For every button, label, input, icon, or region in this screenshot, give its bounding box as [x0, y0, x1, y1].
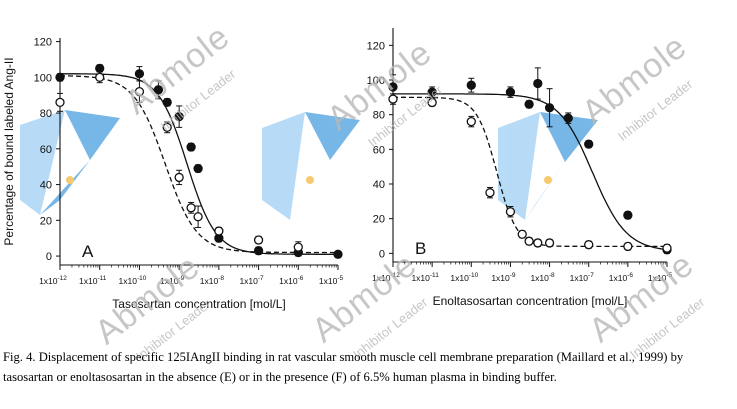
y-tick-label: 100	[367, 75, 385, 87]
data-point-open	[427, 97, 437, 108]
data-point-filled	[186, 142, 196, 152]
y-tick-label: 80	[40, 108, 52, 120]
data-point-open	[544, 238, 555, 248]
data-point-filled	[466, 80, 476, 90]
x-tick-label: 1x10-9	[491, 272, 516, 283]
x-tick-label: 1x10-10	[119, 275, 147, 286]
y-tick-label: 60	[40, 144, 52, 156]
watermark-logo-icon	[262, 112, 360, 220]
data-point-filled	[505, 87, 516, 97]
data-point-open	[174, 172, 184, 183]
panel-label: B	[415, 239, 426, 258]
data-point-filled	[253, 246, 264, 256]
x-tick-label: 1x10-11	[411, 272, 439, 283]
data-point-open	[517, 229, 527, 239]
x-tick-label: 1x10-11	[79, 275, 107, 286]
figure-area: 0 20 40 60 80 100 120 1x10-12 1x10-11 1x10-10 1x10…	[2, 28, 673, 311]
watermark-logo-icon	[498, 112, 598, 220]
data-point-filled	[95, 63, 105, 74]
data-point-filled	[134, 69, 145, 79]
y-tick-label: 0	[46, 251, 52, 263]
x-tick-label: 1x10-6	[609, 272, 634, 283]
y-tick-label: 80	[373, 110, 385, 122]
fit-curve-solid	[60, 73, 338, 255]
data-point-filled	[333, 249, 343, 259]
data-point-open	[193, 212, 203, 222]
data-point-filled	[544, 103, 555, 113]
y-tick-label: 120	[34, 37, 52, 49]
data-point-open	[186, 203, 196, 213]
data-point-open	[533, 238, 543, 248]
y-tick-label: 60	[373, 144, 385, 156]
data-point-filled	[174, 111, 184, 122]
fit-curve-dashed	[60, 75, 338, 254]
x-tick-label: 1x10-5	[319, 275, 344, 286]
x-tick-label: 1x10-10	[450, 272, 478, 283]
y-tick-label: 40	[40, 180, 52, 192]
data-point-filled	[153, 85, 164, 95]
x-tick-label: 1x10-7	[570, 272, 595, 283]
y-tick-label: 120	[367, 40, 385, 52]
data-point-open	[214, 226, 224, 236]
y-tick-label: 100	[34, 72, 52, 84]
data-point-open	[388, 94, 398, 104]
data-point-filled	[388, 82, 398, 92]
data-point-filled	[193, 163, 203, 174]
x-tick-label: 1x10-12	[372, 272, 400, 283]
data-point-open	[505, 207, 516, 217]
x-tick-label: 1x10-6	[279, 275, 304, 286]
y-axis-label: Percentage of bound labeled Ang-II	[2, 57, 16, 245]
data-point-open	[253, 235, 264, 245]
x-tick-label: 1x10-8	[530, 272, 555, 283]
data-point-filled	[524, 99, 534, 109]
panel-label: A	[82, 242, 94, 261]
data-point-open	[162, 122, 172, 133]
figure-caption: Fig. 4. Displacement of specific 125IAng…	[3, 350, 684, 384]
data-point-filled	[563, 113, 573, 123]
data-point-open	[524, 236, 534, 246]
x-tick-label: 1x10-8	[200, 275, 225, 286]
data-point-filled	[623, 210, 633, 220]
data-point-filled	[584, 139, 594, 149]
x-axis-label: Tasosartan concentration [mol/L]	[112, 297, 285, 311]
data-point-open	[623, 241, 633, 252]
x-tick-label: 1x10-5	[648, 272, 673, 283]
x-axis-label: Enoltasosartan concentration [mol/L]	[433, 294, 628, 308]
chart-panel-b: 0 20 40 60 80 100 120 1x10-12 1x10-11 1x10-10 1x10…	[367, 28, 673, 308]
data-point-open	[134, 86, 145, 97]
x-tick-label: 1x10-7	[239, 275, 264, 286]
data-point-open	[485, 188, 495, 198]
y-tick-label: 20	[373, 214, 385, 226]
y-tick-label: 0	[379, 248, 385, 260]
data-point-open	[55, 97, 65, 107]
x-tick-label: 1x10-9	[160, 275, 185, 286]
chart-panel-a: 0 20 40 60 80 100 120 1x10-12 1x10-11 1x10-10 1x10…	[2, 37, 343, 311]
fit-curve-solid	[393, 93, 668, 251]
data-point-open	[466, 116, 476, 127]
y-tick-label: 20	[40, 215, 52, 227]
data-point-open	[293, 242, 303, 252]
data-point-filled	[533, 78, 543, 89]
data-point-open	[662, 243, 672, 253]
data-point-open	[584, 240, 594, 250]
data-point-filled	[55, 72, 65, 82]
x-tick-label: 1x10-12	[39, 275, 67, 286]
y-tick-label: 40	[373, 179, 385, 191]
data-point-open	[95, 72, 105, 82]
watermark-logo-icon	[20, 110, 120, 215]
data-point-filled	[162, 97, 172, 107]
data-point-filled	[427, 87, 437, 97]
